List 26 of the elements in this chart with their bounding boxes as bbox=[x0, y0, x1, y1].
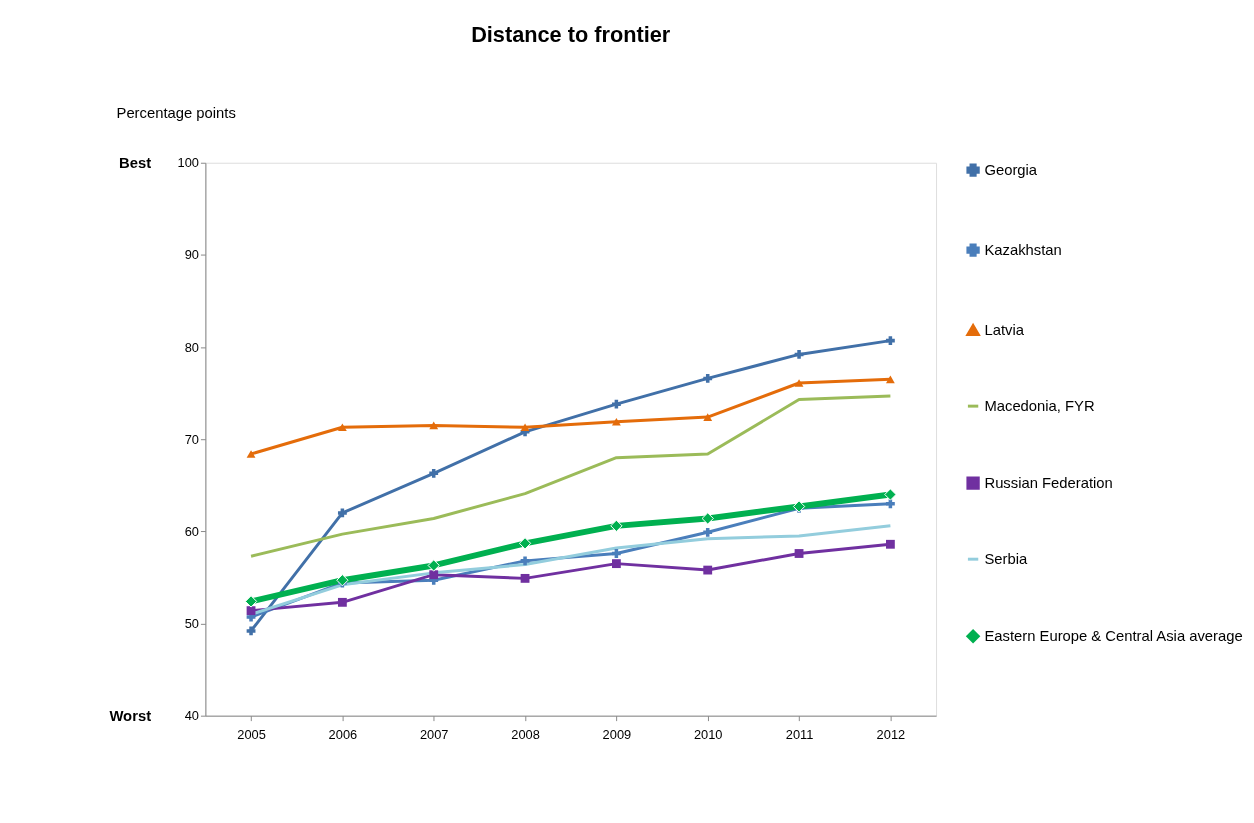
x-tick-label: 2007 bbox=[419, 726, 449, 742]
legend-label: Macedonia, FYR bbox=[984, 398, 1095, 415]
y-tick-label: 100 bbox=[177, 155, 199, 171]
y-tick-label: 60 bbox=[184, 523, 199, 539]
chart-title: Distance to frontier bbox=[471, 22, 671, 48]
legend-label: Russian Federation bbox=[984, 475, 1113, 492]
legend-label: Eastern Europe & Central Asia average bbox=[984, 628, 1243, 645]
legend-label: Kazakhstan bbox=[984, 242, 1062, 259]
text: Worst bbox=[109, 707, 152, 724]
legend-label: Georgia bbox=[984, 162, 1038, 179]
x-tick-label: 2008 bbox=[511, 726, 540, 742]
legend-label: Serbia bbox=[984, 551, 1028, 568]
y-axis-title: Percentage points bbox=[116, 105, 236, 122]
legend-label: Latvia bbox=[984, 322, 1025, 339]
y-tick-label: 40 bbox=[184, 708, 199, 724]
x-tick-label: 2009 bbox=[602, 726, 632, 742]
y-tick-label: 80 bbox=[184, 339, 199, 355]
x-tick-label: 2011 bbox=[785, 726, 814, 742]
x-tick-label: 2006 bbox=[328, 726, 358, 742]
x-tick-label: 2010 bbox=[693, 726, 723, 742]
y-tick-label: 90 bbox=[184, 247, 199, 263]
x-tick-label: 2005 bbox=[237, 726, 266, 742]
text: Best bbox=[118, 154, 152, 171]
x-tick-label: 2012 bbox=[876, 726, 906, 742]
y-tick-label: 70 bbox=[184, 431, 199, 447]
y-tick-label: 50 bbox=[184, 615, 199, 631]
